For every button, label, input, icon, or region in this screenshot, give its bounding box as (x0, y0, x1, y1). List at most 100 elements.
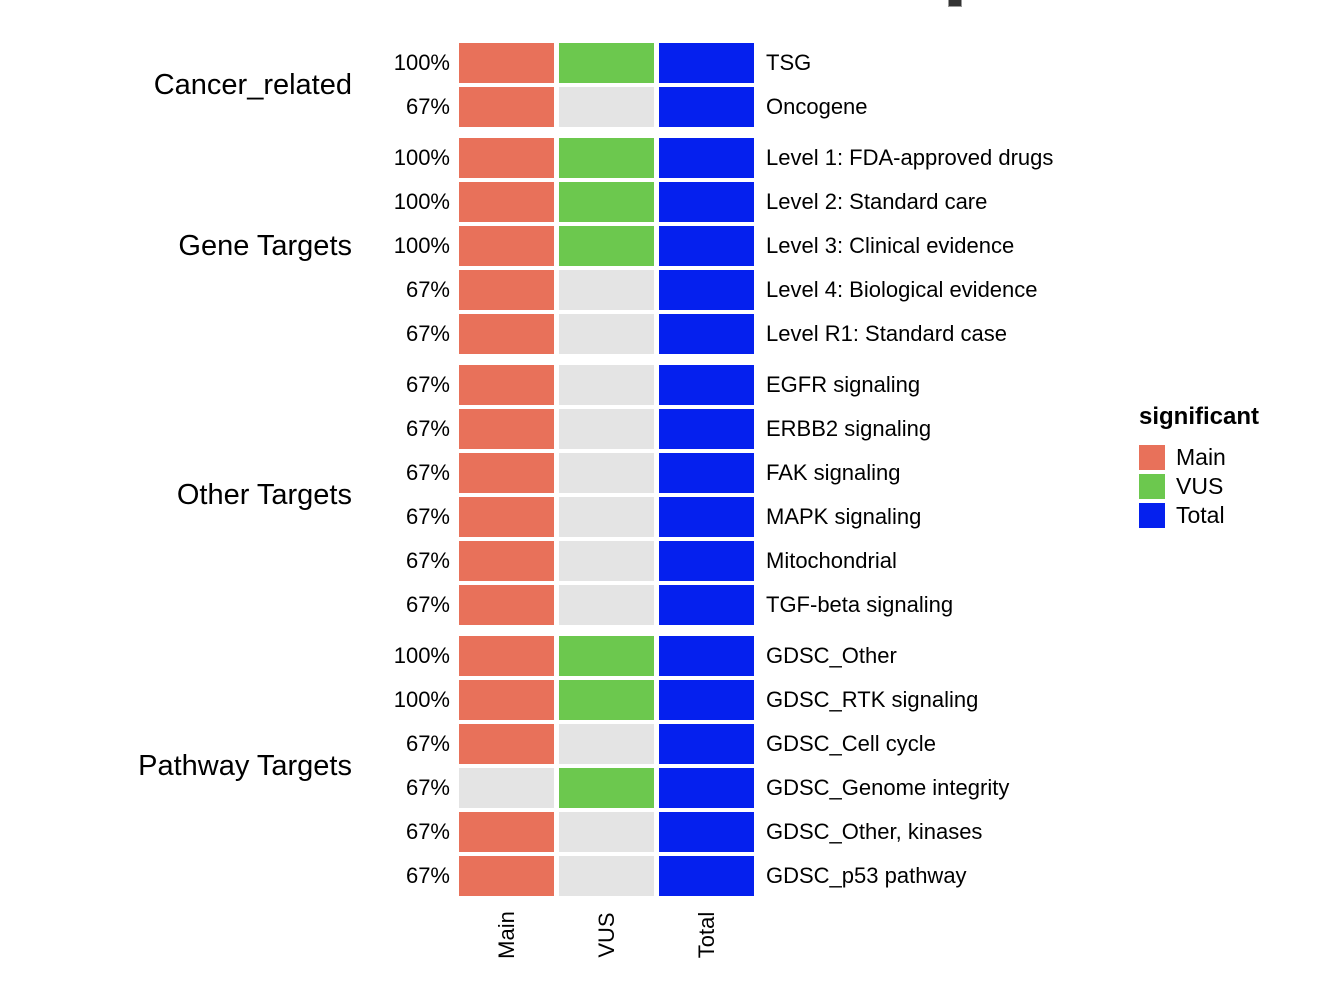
legend-title: significant (1139, 403, 1260, 430)
cell-main (459, 724, 554, 764)
table-row: 67% Level 4: Biological evidence (352, 270, 1053, 310)
row-tiles (459, 409, 754, 449)
group-rows: 100% TSG 67% Oncogene (352, 43, 868, 127)
cell-total (659, 314, 754, 354)
row-tiles (459, 812, 754, 852)
cell-total (659, 226, 754, 266)
cell-total (659, 87, 754, 127)
cell-vus (559, 812, 654, 852)
row-label: GDSC_Other, kinases (766, 819, 983, 844)
cell-vus (559, 856, 654, 896)
cell-main (459, 768, 554, 808)
x-axis-label-main: Main (493, 911, 519, 959)
group-rows: 100% GDSC_Other 100% GDSC_RTK signaling … (352, 636, 1009, 896)
table-row: 100% GDSC_Other (352, 636, 1009, 676)
cell-main (459, 497, 554, 537)
cell-main (459, 138, 554, 178)
cell-total (659, 585, 754, 625)
cell-total (659, 856, 754, 896)
group-rows: 100% Level 1: FDA-approved drugs 100% Le… (352, 138, 1053, 354)
row-tiles (459, 585, 754, 625)
row-percent: 67% (405, 94, 450, 119)
row-tiles (459, 314, 754, 354)
row-percent: 100% (393, 233, 450, 258)
legend-swatch-vus (1139, 474, 1165, 499)
row-tiles (459, 138, 754, 178)
table-row: 67% ERBB2 signaling (352, 409, 953, 449)
table-row: 100% Level 2: Standard care (352, 182, 1053, 222)
cell-total (659, 724, 754, 764)
table-row: 67% GDSC_Cell cycle (352, 724, 1009, 764)
row-tiles (459, 87, 754, 127)
cell-total (659, 541, 754, 581)
row-label: Mitochondrial (766, 548, 897, 573)
table-row: 100% Level 3: Clinical evidence (352, 226, 1053, 266)
legend-item-vus: VUS (1139, 474, 1259, 499)
table-row: 67% Oncogene (352, 87, 868, 127)
cell-vus (559, 768, 654, 808)
legend: significant Main VUS Total (1139, 405, 1259, 528)
cell-vus (559, 182, 654, 222)
cell-main (459, 585, 554, 625)
row-percent: 67% (405, 504, 450, 529)
row-percent: 67% (405, 775, 450, 800)
row-tiles (459, 724, 754, 764)
table-row: 67% TGF-beta signaling (352, 585, 953, 625)
row-label: MAPK signaling (766, 504, 922, 529)
table-row: 67% EGFR signaling (352, 365, 953, 405)
cell-total (659, 365, 754, 405)
cell-main (459, 87, 554, 127)
cell-vus (559, 724, 654, 764)
x-axis-label-total: Total (693, 911, 719, 959)
row-percent: 100% (393, 643, 450, 668)
row-percent: 67% (405, 548, 450, 573)
cell-vus (559, 365, 654, 405)
x-axis-label-vus: VUS (593, 912, 619, 958)
table-row: 67% FAK signaling (352, 453, 953, 493)
row-tiles (459, 365, 754, 405)
row-tiles (459, 497, 754, 537)
cell-total (659, 43, 754, 83)
cell-main (459, 541, 554, 581)
row-label: GDSC_p53 pathway (766, 863, 967, 888)
row-label: GDSC_Genome integrity (766, 775, 1010, 800)
row-percent: 100% (393, 687, 450, 712)
cell-total (659, 138, 754, 178)
row-label: GDSC_Other (766, 643, 897, 668)
cell-main (459, 314, 554, 354)
cell-main (459, 226, 554, 266)
cell-vus (559, 138, 654, 178)
cell-vus (559, 585, 654, 625)
row-percent: 100% (393, 50, 450, 75)
legend-swatch-main (1139, 445, 1165, 470)
cell-total (659, 182, 754, 222)
row-label: Level 2: Standard care (766, 189, 988, 214)
cell-total (659, 453, 754, 493)
cell-vus (559, 87, 654, 127)
row-label: Level R1: Standard case (766, 321, 1007, 346)
row-tiles (459, 856, 754, 896)
group: Pathway Targets 100% GDSC_Other 100% GDS… (0, 636, 1053, 896)
legend-label: Total (1176, 502, 1225, 528)
cell-main (459, 453, 554, 493)
cell-vus (559, 226, 654, 266)
row-tiles (459, 636, 754, 676)
cell-main (459, 43, 554, 83)
cell-main (459, 270, 554, 310)
group-label: Pathway Targets (138, 749, 352, 782)
cell-vus (559, 270, 654, 310)
row-label: FAK signaling (766, 460, 901, 485)
row-tiles (459, 226, 754, 266)
cell-vus (559, 314, 654, 354)
cell-total (659, 270, 754, 310)
cell-main (459, 182, 554, 222)
cell-main (459, 680, 554, 720)
cell-total (659, 409, 754, 449)
row-percent: 67% (405, 863, 450, 888)
row-percent: 100% (393, 189, 450, 214)
table-row: 100% TSG (352, 43, 868, 83)
cell-vus (559, 453, 654, 493)
row-percent: 67% (405, 372, 450, 397)
cell-main (459, 812, 554, 852)
cell-total (659, 497, 754, 537)
